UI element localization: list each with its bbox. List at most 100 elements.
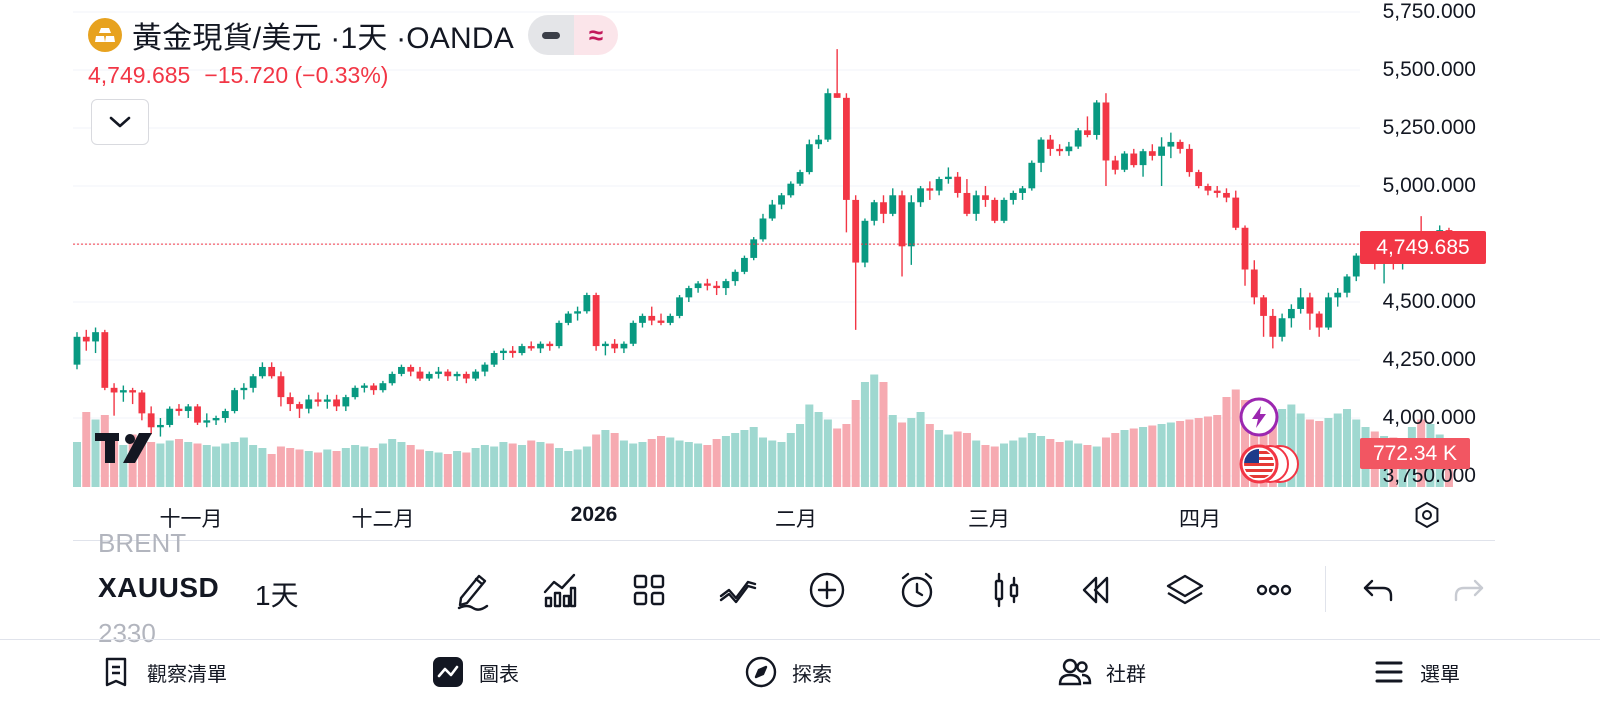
candle: [1000, 197, 1008, 224]
candle: [305, 394, 313, 414]
candle: [425, 371, 433, 381]
candle: [147, 406, 155, 435]
time-axis-label: 十一月: [159, 508, 223, 531]
toolbar-divider: [73, 540, 1495, 541]
volume-bar: [907, 418, 916, 487]
candle: [194, 404, 201, 425]
us-flag-events-icon[interactable]: [1239, 444, 1299, 484]
nav-label: 探索: [792, 663, 832, 686]
price-axis-label: 4,000.000: [1382, 406, 1476, 429]
volume-bar: [721, 436, 730, 487]
symbol-header[interactable]: 黃金現貨/美元 ·1天 ·OANDA ≈: [88, 12, 618, 58]
volume-bar: [1324, 418, 1333, 487]
prev-symbol[interactable]: BRENT: [98, 528, 187, 558]
interval-selector[interactable]: 1天: [255, 580, 299, 611]
volume-bar: [239, 437, 248, 487]
tradingview-logo: [95, 433, 152, 463]
candle: [1223, 188, 1230, 203]
candle: [231, 387, 238, 414]
price-axis-label: 5,000.000: [1382, 174, 1476, 197]
layouts-icon[interactable]: [624, 565, 674, 615]
volume-bar: [629, 443, 638, 487]
symbol-title[interactable]: 黃金現貨/美元 ·1天 ·OANDA: [132, 22, 514, 55]
volume-bar: [1352, 419, 1361, 487]
candle: [157, 418, 164, 437]
candle: [462, 371, 470, 384]
volume-bar: [758, 437, 767, 487]
volume-bar: [786, 433, 795, 487]
symbol-selector[interactable]: XAUUSD: [98, 572, 220, 603]
volume-bar: [1129, 428, 1138, 487]
candle: [1065, 141, 1073, 156]
nav-menu[interactable]: 選單: [1372, 652, 1460, 692]
pencil-draw-icon[interactable]: [448, 565, 498, 615]
chevron-down-icon: [109, 116, 131, 128]
candle: [221, 408, 229, 423]
volume-bar: [1185, 419, 1194, 487]
volume-bar: [276, 446, 285, 487]
candle: [119, 385, 127, 402]
chart-settings-icon[interactable]: [1412, 500, 1442, 530]
compare-icon[interactable]: [713, 565, 763, 615]
volume-bar: [332, 451, 341, 487]
volume-bar: [684, 442, 693, 487]
replay-icon[interactable]: [1071, 565, 1121, 615]
nav-watchlist[interactable]: 觀察清單: [99, 652, 227, 692]
candle: [398, 364, 405, 377]
candle: [1352, 253, 1360, 282]
candle: [982, 186, 989, 207]
chart-icon: [431, 655, 465, 689]
candle: [564, 311, 572, 326]
undo-icon[interactable]: [1354, 565, 1404, 615]
nav-community[interactable]: 社群: [1058, 652, 1146, 692]
alert-icon[interactable]: [892, 565, 942, 615]
candle: [852, 195, 860, 330]
volume-bar: [73, 442, 81, 487]
volume-bar: [304, 451, 313, 487]
layers-icon[interactable]: [1160, 565, 1210, 615]
volume-bar: [768, 440, 777, 487]
volume-bar: [1333, 413, 1342, 487]
community-icon: [1058, 655, 1092, 689]
nav-label: 圖表: [479, 663, 519, 686]
add-icon[interactable]: [802, 565, 852, 615]
volume-bar: [314, 452, 323, 487]
volume-bar: [1315, 421, 1324, 487]
candle: [648, 306, 656, 326]
more-icon[interactable]: [1249, 565, 1299, 615]
volume-bar: [462, 452, 471, 487]
volume-bar: [1296, 413, 1305, 487]
volume-bar: [888, 415, 897, 487]
lightning-icon[interactable]: [1239, 397, 1279, 437]
nav-chart[interactable]: 圖表: [431, 652, 519, 692]
candle: [259, 362, 266, 379]
volume-bar: [202, 445, 211, 487]
volume-bar: [480, 445, 489, 487]
volume-bar: [657, 436, 666, 487]
status-pill[interactable]: ≈: [527, 15, 618, 55]
volume-bar: [434, 452, 443, 487]
volume-bar: [91, 419, 100, 487]
candle: [629, 320, 637, 347]
time-axis-label: 2026: [570, 503, 618, 526]
redo-icon[interactable]: [1443, 565, 1493, 615]
candle: [203, 413, 211, 428]
next-symbol[interactable]: 2330: [98, 618, 156, 648]
volume-bar: [137, 437, 146, 487]
candle: [1325, 292, 1332, 330]
volume-bar: [703, 445, 712, 487]
candle: [685, 285, 693, 302]
candle: [1232, 190, 1240, 231]
volume-bar: [415, 449, 424, 487]
volume-bar: [981, 445, 990, 487]
volume-bar: [962, 433, 971, 487]
volume-bar: [341, 448, 350, 487]
menu-icon: [1372, 655, 1406, 689]
volume-bar: [100, 415, 109, 487]
candle-style-icon[interactable]: [982, 565, 1032, 615]
indicators-icon[interactable]: [535, 565, 585, 615]
volume-bar: [267, 454, 276, 487]
collapse-legend-button[interactable]: [91, 99, 149, 145]
candle: [537, 341, 544, 354]
nav-explore[interactable]: 探索: [744, 652, 832, 692]
